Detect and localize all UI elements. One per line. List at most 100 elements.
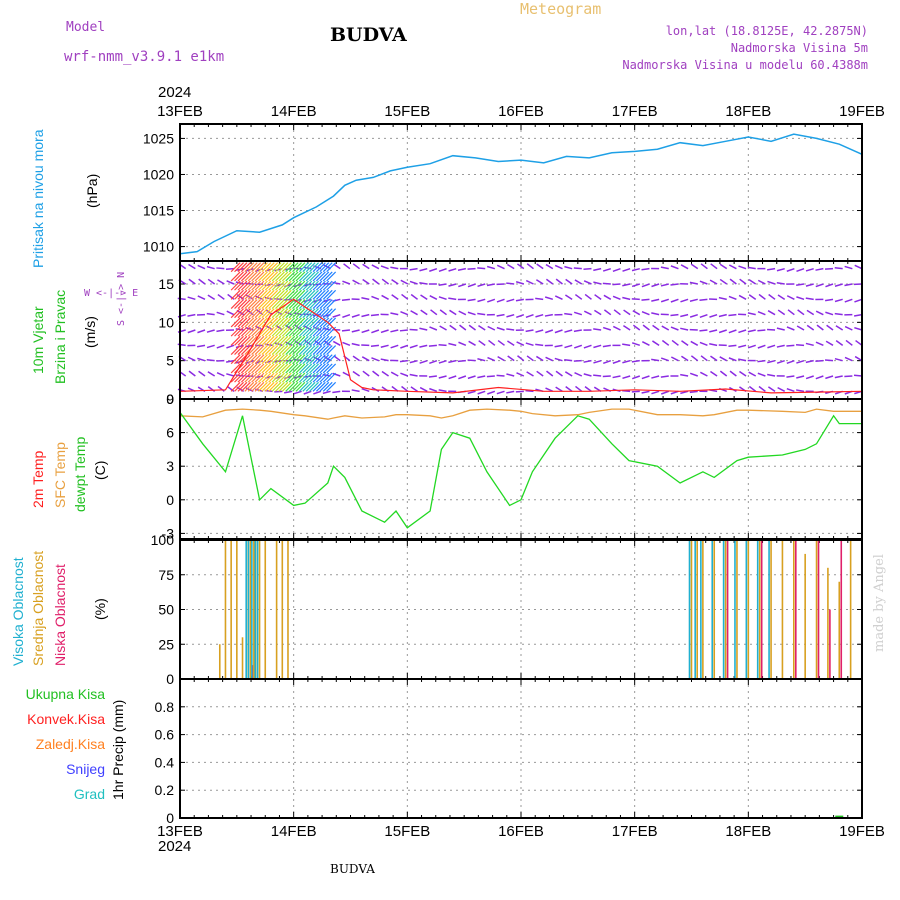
wind-arrow (448, 359, 457, 364)
wind-strong-barb (254, 335, 265, 346)
wind-arrow (815, 375, 824, 380)
wind-strong-barb (288, 363, 299, 374)
wind-strong-barb (312, 363, 323, 374)
wind-arrow (371, 357, 380, 362)
wind-strong-barb (292, 299, 302, 309)
wind-strong-barb (295, 262, 306, 273)
wind-arrow (487, 325, 496, 331)
wind-strong-barb (278, 317, 289, 328)
wind-arrow (805, 267, 814, 272)
wind-arrow (197, 344, 206, 348)
wind-arrow (497, 339, 505, 346)
wind-strong-barb (240, 335, 251, 346)
wind-arrow (825, 340, 834, 346)
wind-arrow (486, 375, 495, 378)
wind-strong-barb (302, 280, 313, 291)
wind-arrow (467, 375, 476, 380)
wind-arrow (690, 340, 699, 346)
wind-arrow (738, 294, 747, 300)
wind-strong-barb (275, 381, 285, 392)
wind-strong-barb (285, 354, 296, 365)
wind-arrow (806, 309, 815, 316)
wind-arrow (419, 386, 428, 392)
wind-arrow (438, 389, 447, 393)
wind-strong-barb (237, 317, 248, 328)
wind-strong-barb (302, 372, 313, 383)
wind-arrow (747, 344, 756, 349)
wind-arrow (332, 313, 341, 318)
time-label-bottom: 19FEB (839, 823, 885, 840)
wind-arrow (574, 279, 583, 285)
wind-strong-barb (292, 262, 302, 273)
wind-arrow (651, 283, 660, 288)
wind-arrow (198, 278, 206, 285)
wind-strong-barb (295, 354, 306, 365)
wind-arrow (381, 294, 389, 300)
wind-arrow (826, 324, 834, 331)
wind-arrow (660, 390, 670, 395)
wind-strong-barb (254, 262, 265, 273)
wind-strong-barb (281, 354, 292, 365)
wind-strong-barb (247, 354, 258, 365)
wind-arrow (323, 340, 332, 346)
wind-arrow (583, 373, 592, 377)
wind-strong-barb (254, 381, 265, 392)
wind-arrow (844, 283, 853, 287)
wind-strong-barb (271, 280, 282, 291)
wind-arrow (710, 263, 718, 270)
wind-arrow (806, 324, 815, 331)
wind-strong-barb (309, 363, 320, 374)
wind-arrow (216, 344, 225, 349)
wind-arrow (670, 326, 679, 331)
wind-arrow (477, 298, 486, 303)
wind-strong-barb (281, 280, 292, 291)
wind-arrow (757, 372, 766, 377)
wind-arrow (401, 385, 409, 392)
wind-strong-barb (319, 363, 330, 374)
wind-strong-barb (298, 335, 309, 346)
wind-strong-barb (326, 363, 337, 374)
wind-arrow (825, 298, 834, 302)
wind-arrow (651, 312, 660, 316)
wind-strong-barb (302, 335, 313, 346)
wind-arrow (602, 326, 612, 331)
wind-strong-barb (319, 308, 330, 319)
wind-arrow (332, 372, 341, 377)
wind-strong-barb (292, 308, 302, 319)
wind-arrow (380, 329, 389, 334)
wind-strong-barb (258, 262, 268, 273)
wind-arrow (584, 386, 592, 392)
wind-strong-barb (261, 299, 272, 309)
wind-strong-barb (326, 271, 337, 282)
wind-arrow (197, 329, 206, 334)
wind-strong-barb (268, 271, 279, 282)
wind-arrow (438, 375, 447, 379)
wind-arrow (419, 267, 428, 272)
wind-arrow (709, 329, 718, 333)
wind-arrow (689, 298, 698, 302)
wind-arrow (438, 267, 447, 273)
wind-strong-barb (292, 363, 302, 374)
wind-strong-barb (315, 381, 326, 392)
wind-arrow (739, 370, 747, 377)
wind-arrow (641, 341, 650, 347)
wind-arrow (496, 326, 505, 331)
wind-arrow (467, 359, 476, 362)
wind-arrow (399, 359, 408, 363)
wind-arrow (728, 295, 737, 301)
wind-arrow (573, 311, 583, 316)
wind-arrow (351, 313, 360, 318)
wind-strong-barb (230, 299, 241, 309)
wind-strong-barb (326, 345, 337, 355)
wind-strong-barb (234, 372, 244, 383)
wind-arrow (786, 295, 795, 301)
wind-strong-barb (247, 280, 258, 291)
wind-strong-barb (244, 363, 255, 374)
wind-strong-barb (302, 363, 313, 374)
wind-arrow (623, 325, 631, 331)
wind-arrow (805, 375, 814, 380)
wind-arrow (400, 372, 409, 377)
wind-arrow (409, 267, 418, 271)
year-bottom: 2024 (158, 838, 192, 855)
wind-strong-barb (285, 308, 296, 319)
